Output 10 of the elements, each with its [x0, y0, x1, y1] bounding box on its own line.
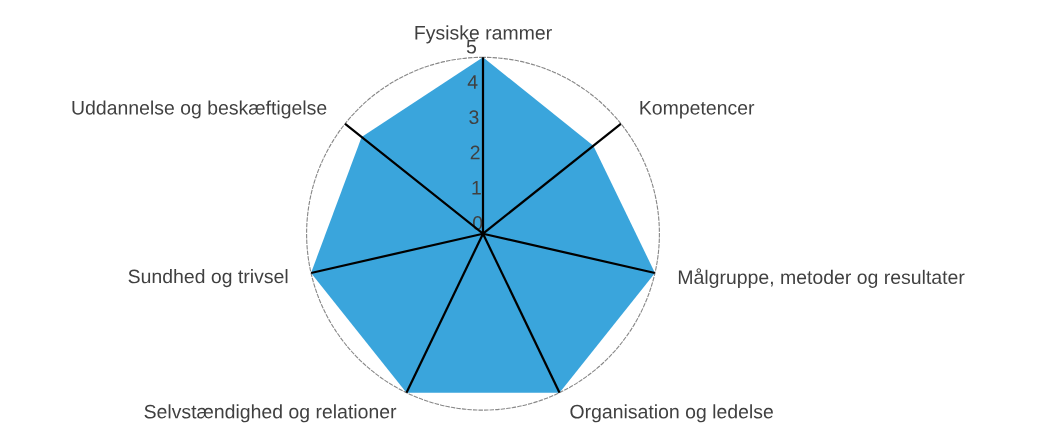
y-tick-label: 3: [469, 110, 479, 125]
spoke-label: Uddannelse og beskæftigelse: [72, 100, 327, 119]
spoke-label: Organisation og ledelse: [570, 404, 773, 423]
y-tick-label: 4: [467, 75, 478, 89]
y-tick-label: 1: [472, 181, 481, 195]
spoke-label: Sundhed og trivsel: [128, 269, 288, 288]
spoke-label: Målgruppe, metoder og resultater: [678, 268, 965, 288]
y-tick-label: 2: [470, 145, 480, 160]
spoke-label: Selvstændighed og relationer: [144, 404, 397, 423]
spoke-label: Kompetencer: [640, 101, 755, 119]
